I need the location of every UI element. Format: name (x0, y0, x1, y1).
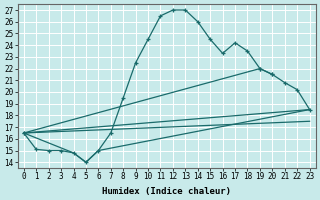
X-axis label: Humidex (Indice chaleur): Humidex (Indice chaleur) (102, 187, 231, 196)
